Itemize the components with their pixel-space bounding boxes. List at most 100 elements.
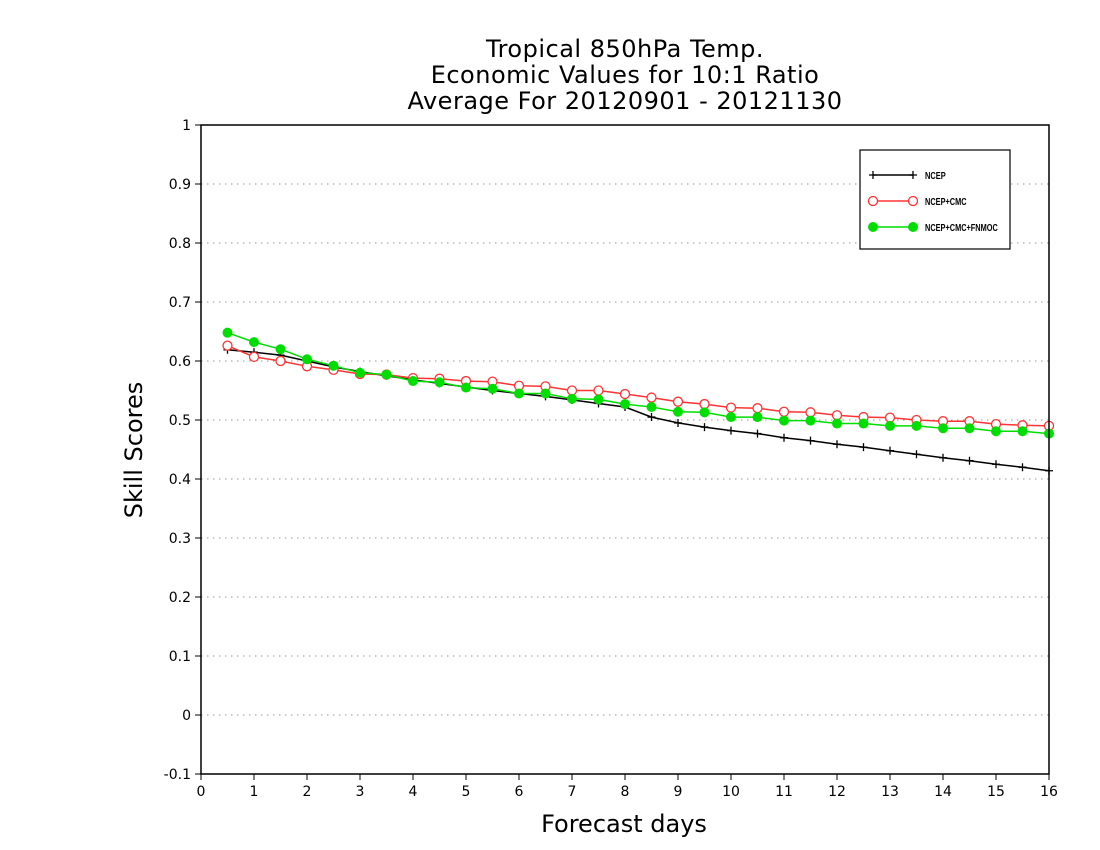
y-tick-label: 0.5 [169,413,191,429]
data-point-ncep-cmc-fnmoc [381,369,392,380]
data-point-ncep-cmc-fnmoc [249,337,259,348]
x-tick-label: 7 [568,784,577,800]
y-tick-label: 1 [182,118,191,134]
y-tick-label: 0.6 [169,354,191,370]
data-point-ncep-cmc-fnmoc [593,394,604,405]
legend-marker-ncep-cmc-fnmoc [868,222,878,232]
x-axis: 0 1 2 3 4 5 6 7 8 9 10 11 12 13 14 15 16 [197,774,1058,800]
data-point-ncep-cmc-fnmoc [646,402,657,413]
x-tick-label: 15 [987,784,1005,800]
data-point-ncep-cmc-fnmoc [752,412,763,423]
data-point-ncep-cmc-fnmoc [1017,426,1028,437]
y-tick-label: 0.1 [169,649,191,665]
series-ncep-cmc-fnmoc [222,327,1054,439]
x-tick-label: 16 [1040,784,1058,800]
y-tick-label: 0.3 [169,531,191,547]
series-line-ncep-cmc [227,345,1050,427]
data-point-ncep-cmc-fnmoc [779,415,789,426]
data-point-ncep-cmc [619,388,631,400]
data-point-ncep-cmc [831,410,843,421]
y-tick-label: 0 [182,708,191,724]
y-tick-label: -0.1 [164,767,191,783]
data-point-ncep-cmc-fnmoc [302,354,312,365]
legend: NCEP NCEP+CMC NCEP+CMC+FNMOC [859,149,1011,250]
data-point-ncep [727,426,735,435]
x-tick-label: 14 [934,784,952,800]
data-point-ncep-cmc [884,412,896,423]
data-point-ncep [753,429,762,438]
legend-box [859,149,1011,250]
y-tick-label: 0.9 [169,177,191,193]
data-point-ncep-cmc-fnmoc [487,383,498,394]
data-point-ncep-cmc [805,407,816,418]
legend-marker-ncep [869,171,877,179]
x-tick-label: 9 [674,784,683,800]
data-point-ncep-cmc-fnmoc [355,367,365,378]
series-line-ncep-cmc-fnmoc [227,331,1050,435]
data-point-ncep-cmc [725,402,737,413]
data-point-ncep-cmc-fnmoc [805,415,816,426]
data-point-ncep-cmc [752,403,763,414]
x-tick-label: 5 [462,784,471,800]
data-point-ncep [859,443,868,452]
data-point-ncep-cmc-fnmoc [699,407,710,418]
data-point-ncep [912,450,921,459]
data-point-ncep [700,423,709,432]
legend-marker-ncep [909,171,917,179]
data-point-ncep-cmc-fnmoc [328,360,339,371]
data-point-ncep-cmc-fnmoc [858,418,869,429]
series-ncep [223,345,1053,475]
data-point-ncep-cmc-fnmoc [461,382,471,393]
data-point-ncep [674,418,682,427]
data-point-ncep [965,456,974,465]
x-tick-label: 3 [356,784,365,800]
series-layer [222,327,1055,475]
data-point-ncep [833,440,841,449]
data-point-ncep-cmc [672,396,684,407]
y-tick-label: 0.7 [169,295,191,311]
data-point-ncep-cmc-fnmoc [620,399,630,410]
data-point-ncep-cmc-fnmoc [434,377,445,388]
x-tick-label: 0 [197,784,206,800]
data-point-ncep-cmc-fnmoc [567,393,577,404]
x-tick-label: 4 [409,784,418,800]
legend-marker-ncep-cmc-fnmoc [908,222,918,232]
series-ncep-cmc [222,340,1055,432]
data-point-ncep-cmc-fnmoc [964,423,975,434]
y-axis-title: Skill Scores [120,382,148,519]
y-tick-label: 0.2 [169,590,191,606]
x-tick-label: 1 [250,784,259,800]
data-point-ncep-cmc [778,406,790,417]
x-tick-label: 8 [621,784,630,800]
chart-title-line-3: Average For 20120901 - 20121130 [407,87,843,115]
data-point-ncep [647,413,656,422]
data-point-ncep-cmc-fnmoc [911,420,922,431]
data-point-ncep [780,433,788,442]
data-point-ncep-cmc-fnmoc [726,412,736,423]
x-tick-label: 6 [515,784,524,800]
data-point-ncep-cmc [593,385,604,396]
data-point-ncep-cmc-fnmoc [832,418,842,429]
data-point-ncep-cmc [248,351,260,363]
data-point-ncep-cmc-fnmoc [514,388,524,399]
data-point-ncep-cmc-fnmoc [408,376,418,387]
data-point-ncep-cmc-fnmoc [991,426,1001,437]
legend-label-ncep-cmc-fnmoc: NCEP+CMC+FNMOC [925,223,998,234]
data-point-ncep-cmc-fnmoc [673,406,683,417]
data-point-ncep-cmc [566,385,578,396]
legend-label-ncep-cmc: NCEP+CMC [925,197,967,208]
chart-title-line-2: Economic Values for 10:1 Ratio [430,61,820,89]
data-point-ncep-cmc-fnmoc [222,327,233,338]
chart-title-line-1: Tropical 850hPa Temp. [485,35,765,63]
y-tick-label: 0.4 [169,472,191,488]
data-point-ncep-cmc-fnmoc [938,423,948,434]
data-point-ncep [992,460,1000,469]
x-tick-label: 2 [303,784,312,800]
x-tick-label: 13 [881,784,899,800]
y-axis: -0.1 0 0.1 0.2 0.3 0.4 0.5 0.6 0.7 0.8 0.9 1 [164,118,201,783]
data-point-ncep-cmc [275,355,286,367]
x-axis-title: Forecast days [541,810,707,838]
data-point-ncep-cmc-fnmoc [275,344,286,355]
x-tick-label: 10 [722,784,740,800]
